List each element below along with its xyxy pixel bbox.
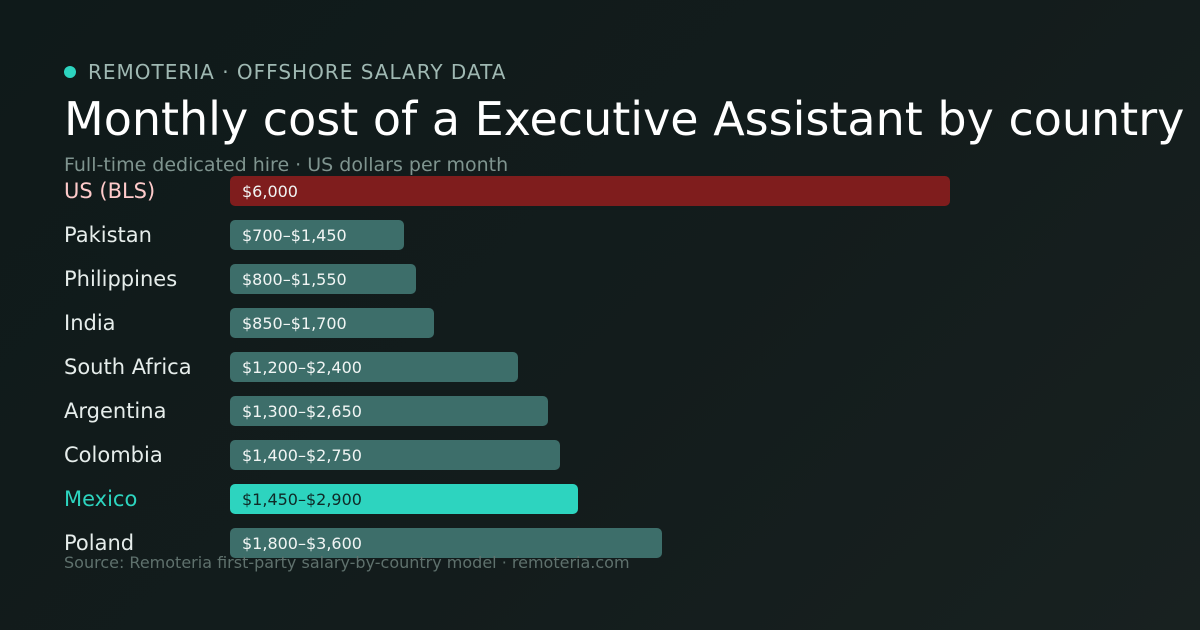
- brand-label: REMOTERIA · OFFSHORE SALARY DATA: [88, 60, 507, 84]
- value-label-pakistan: $700–$1,450: [242, 226, 347, 245]
- category-label-argentina: Argentina: [64, 399, 166, 423]
- value-label-india: $850–$1,700: [242, 314, 347, 333]
- category-label-colombia: Colombia: [64, 443, 163, 467]
- bar-south-africa: [230, 352, 518, 382]
- value-label-colombia: $1,400–$2,750: [242, 446, 362, 465]
- value-label-philippines: $800–$1,550: [242, 270, 347, 289]
- category-label-philippines: Philippines: [64, 267, 177, 291]
- value-label-poland: $1,800–$3,600: [242, 534, 362, 553]
- brand-row: REMOTERIA · OFFSHORE SALARY DATA: [64, 60, 506, 84]
- category-label-poland: Poland: [64, 531, 134, 555]
- bar-argentina: [230, 396, 548, 426]
- value-label-mexico: $1,450–$2,900: [242, 490, 362, 509]
- bar-us-bls: [230, 176, 950, 206]
- category-label-mexico: Mexico: [64, 487, 137, 511]
- bar-philippines: [230, 264, 416, 294]
- brand-dot-icon: [64, 66, 76, 78]
- category-label-pakistan: Pakistan: [64, 223, 152, 247]
- bar-india: [230, 308, 434, 338]
- category-label-south-africa: South Africa: [64, 355, 192, 379]
- source-note: Source: Remoteria first-party salary-by-…: [64, 553, 630, 572]
- bar-poland: [230, 528, 662, 558]
- chart-title: Monthly cost of a Executive Assistant by…: [64, 92, 1185, 146]
- category-label-india: India: [64, 311, 116, 335]
- value-label-argentina: $1,300–$2,650: [242, 402, 362, 421]
- bar-mexico: [230, 484, 578, 514]
- chart-subtitle: Full-time dedicated hire · US dollars pe…: [64, 154, 509, 176]
- bar-pakistan: [230, 220, 404, 250]
- category-label-us-bls: US (BLS): [64, 179, 155, 203]
- value-label-south-africa: $1,200–$2,400: [242, 358, 362, 377]
- value-label-us-bls: $6,000: [242, 182, 298, 201]
- bar-colombia: [230, 440, 560, 470]
